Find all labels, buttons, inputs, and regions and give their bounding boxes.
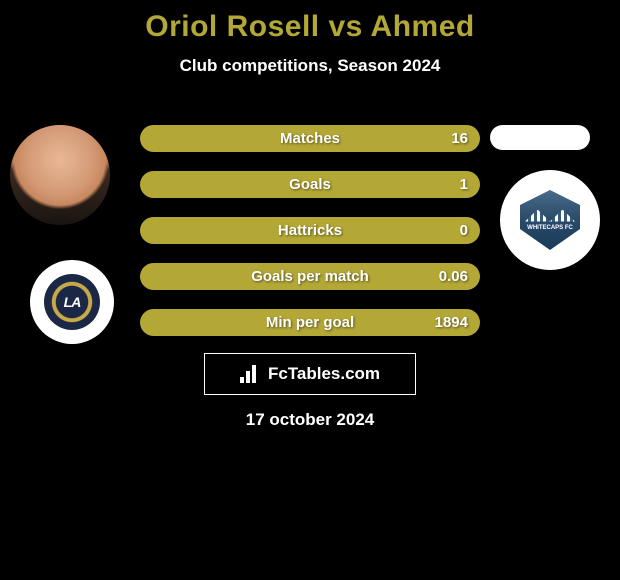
- stat-row-matches: Matches 16: [140, 125, 480, 152]
- stat-value: 1894: [435, 314, 468, 331]
- subtitle: Club competitions, Season 2024: [0, 56, 620, 76]
- whitecaps-badge: WHITECAPS FC: [515, 185, 585, 255]
- stat-value: 0: [460, 222, 468, 239]
- brand-text: FcTables.com: [268, 364, 380, 384]
- stat-label: Goals per match: [251, 268, 369, 285]
- team-left-badge: LA: [30, 260, 114, 344]
- page-title: Oriol Rosell vs Ahmed: [0, 0, 620, 44]
- stat-row-goals: Goals 1: [140, 171, 480, 198]
- stat-label: Hattricks: [278, 222, 342, 239]
- stat-label: Goals: [289, 176, 331, 193]
- stat-value: 16: [451, 130, 468, 147]
- stat-row-gpm: Goals per match 0.06: [140, 263, 480, 290]
- stat-row-mpg: Min per goal 1894: [140, 309, 480, 336]
- whitecaps-shield: WHITECAPS FC: [520, 190, 580, 250]
- player-left-avatar: [10, 125, 110, 225]
- stat-value: 1: [460, 176, 468, 193]
- whitecaps-text: WHITECAPS FC: [527, 225, 573, 231]
- player-left-face: [10, 125, 110, 225]
- stat-label: Min per goal: [266, 314, 354, 331]
- chart-icon: [240, 365, 262, 383]
- stats-panel: Matches 16 Goals 1 Hattricks 0 Goals per…: [140, 125, 480, 355]
- la-galaxy-badge: LA: [44, 274, 100, 330]
- la-galaxy-text: LA: [64, 294, 81, 310]
- player-right-avatar: [490, 125, 590, 150]
- stat-row-hattricks: Hattricks 0: [140, 217, 480, 244]
- stat-value: 0.06: [439, 268, 468, 285]
- infographic-container: Oriol Rosell vs Ahmed Club competitions,…: [0, 0, 620, 580]
- team-right-badge: WHITECAPS FC: [500, 170, 600, 270]
- stat-label: Matches: [280, 130, 340, 147]
- brand-box: FcTables.com: [204, 353, 416, 395]
- date-text: 17 october 2024: [0, 410, 620, 430]
- whitecaps-wave-icon: [525, 210, 575, 222]
